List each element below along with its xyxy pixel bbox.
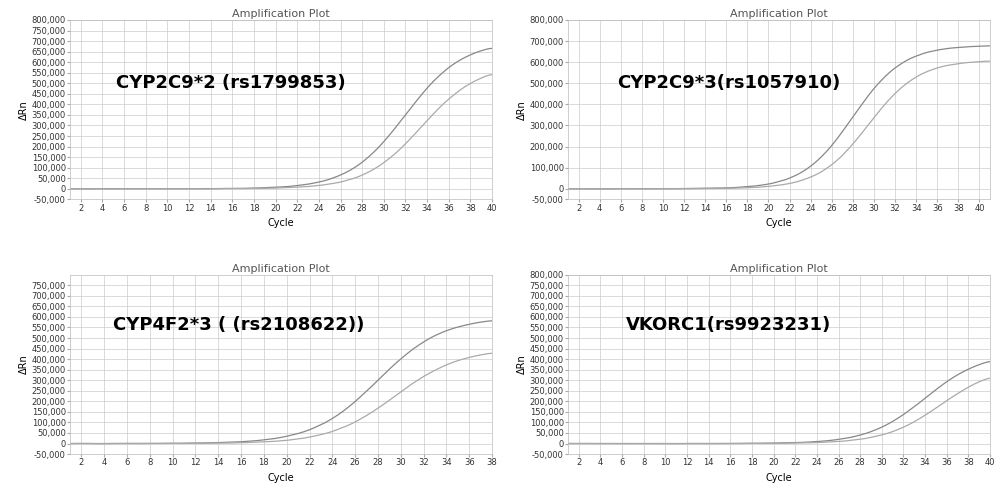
Y-axis label: ΔRn: ΔRn	[19, 100, 29, 120]
Y-axis label: ΔRn: ΔRn	[19, 354, 29, 374]
Text: CYP2C9*2 (rs1799853): CYP2C9*2 (rs1799853)	[116, 74, 345, 92]
X-axis label: Cycle: Cycle	[766, 218, 792, 228]
Title: Amplification Plot: Amplification Plot	[232, 9, 330, 19]
Y-axis label: ΔRn: ΔRn	[517, 100, 527, 120]
X-axis label: Cycle: Cycle	[268, 473, 294, 483]
Text: CYP2C9*3(rs1057910): CYP2C9*3(rs1057910)	[617, 74, 840, 92]
Title: Amplification Plot: Amplification Plot	[232, 264, 330, 274]
Title: Amplification Plot: Amplification Plot	[730, 264, 828, 274]
Text: VKORC1(rs9923231): VKORC1(rs9923231)	[626, 316, 831, 334]
X-axis label: Cycle: Cycle	[766, 473, 792, 483]
Text: CYP4F2*3 ( (rs2108622)): CYP4F2*3 ( (rs2108622))	[113, 316, 364, 334]
Y-axis label: ΔRn: ΔRn	[517, 354, 527, 374]
X-axis label: Cycle: Cycle	[268, 218, 294, 228]
Title: Amplification Plot: Amplification Plot	[730, 9, 828, 19]
